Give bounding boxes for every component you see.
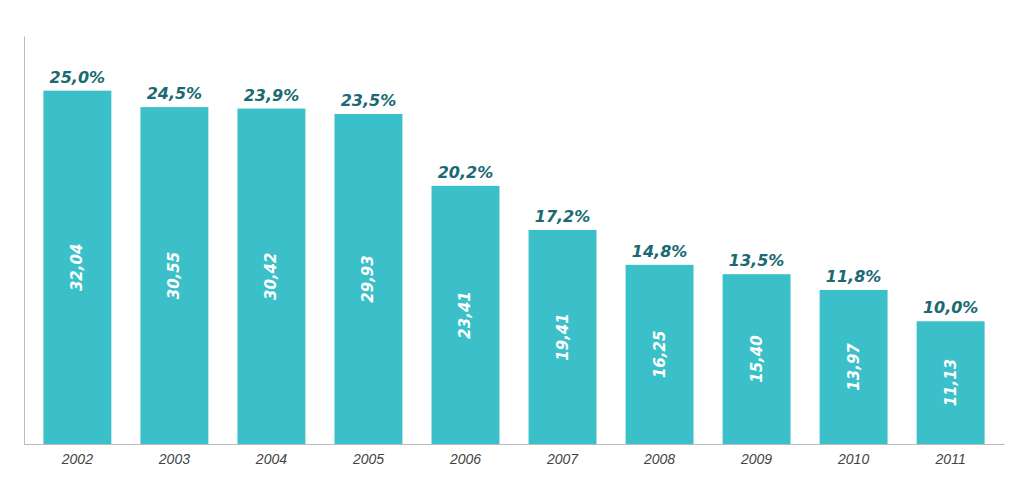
bar (820, 290, 888, 444)
x-tick-label: 2010 (837, 451, 869, 467)
x-tick-label: 2008 (643, 451, 675, 467)
bar (43, 91, 111, 444)
x-tick-label: 2005 (352, 451, 384, 467)
value-label: 30,42 (262, 253, 280, 300)
x-tick-label: 2006 (449, 451, 481, 467)
x-tick: 2008 (643, 444, 675, 467)
bar (529, 230, 597, 444)
x-axis: 2002 2003 2004 2005 2006 2007 2008 2009 2010 2011 (25, 444, 1005, 467)
bar (626, 265, 694, 444)
x-tick: 2006 (449, 444, 481, 467)
chart: 2002 2003 2004 2005 2006 2007 2008 2009 2010 2011… (0, 0, 1024, 484)
x-tick-label: 2007 (546, 451, 579, 467)
percentage-label: 10,0% (923, 298, 979, 317)
x-tick-label: 2009 (740, 451, 772, 467)
percentage-label: 25,0% (50, 68, 106, 87)
bars (43, 91, 984, 444)
x-tick-label: 2003 (158, 451, 190, 467)
value-label: 19,41 (554, 313, 572, 360)
x-tick: 2002 (61, 444, 93, 467)
percentage-label: 24,5% (147, 84, 203, 103)
bar (140, 107, 208, 444)
value-label: 13,97 (845, 343, 863, 391)
value-label: 29,93 (359, 255, 377, 302)
y-axis-line (24, 37, 25, 445)
value-label: 16,25 (651, 331, 669, 378)
bar (334, 114, 402, 444)
value-label: 32,04 (68, 244, 86, 291)
percentage-label: 20,2% (438, 163, 494, 182)
x-tick: 2009 (740, 444, 772, 467)
percentage-label: 11,8% (826, 267, 882, 286)
x-tick-label: 2011 (935, 451, 966, 467)
bar (432, 186, 500, 444)
x-tick-label: 2004 (255, 451, 287, 467)
labels: 32,04 30,55 30,42 29,93 23,41 19,41 16,25 15,40… (50, 68, 979, 407)
x-tick: 2011 (935, 444, 966, 467)
plot: 2002 2003 2004 2005 2006 2007 2008 2009 2010 2011… (25, 37, 1005, 467)
bar (723, 274, 791, 444)
x-tick: 2004 (255, 444, 287, 467)
value-label: 15,40 (748, 335, 766, 382)
value-label: 23,41 (456, 291, 474, 338)
value-label: 11,13 (942, 359, 960, 406)
x-tick: 2003 (158, 444, 190, 467)
value-label: 30,55 (165, 252, 183, 299)
percentage-label: 13,5% (729, 251, 785, 270)
percentage-label: 23,9% (244, 86, 300, 105)
bar (917, 321, 985, 444)
x-tick: 2007 (546, 444, 579, 467)
percentage-label: 17,2% (535, 207, 591, 226)
x-axis-line (25, 444, 1005, 445)
x-tick-label: 2002 (61, 451, 93, 467)
bar (237, 109, 305, 444)
percentage-label: 14,8% (632, 242, 688, 261)
x-tick: 2010 (837, 444, 869, 467)
percentage-label: 23,5% (341, 91, 397, 110)
x-tick: 2005 (352, 444, 384, 467)
y-axis (24, 37, 25, 445)
